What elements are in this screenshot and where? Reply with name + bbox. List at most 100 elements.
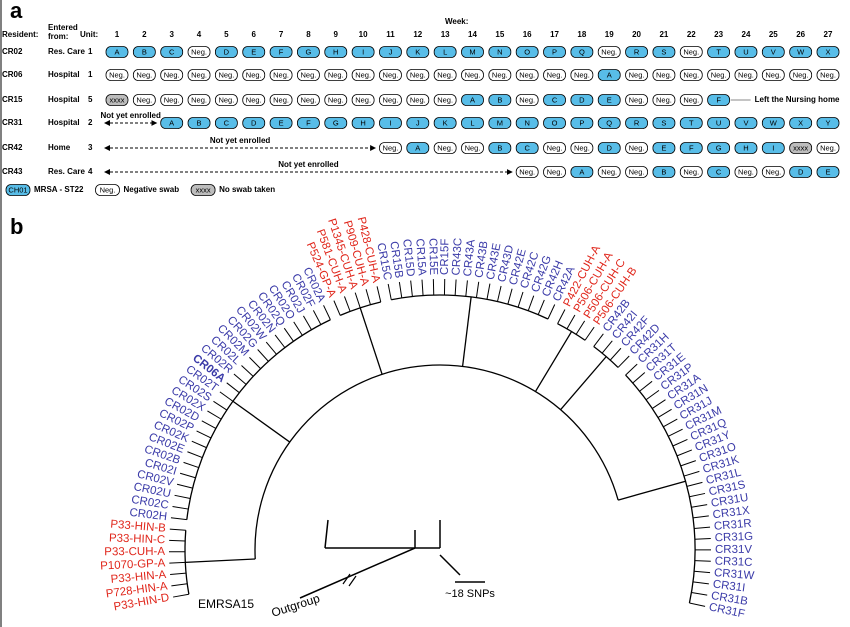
leaf-branch bbox=[676, 449, 693, 457]
swab-label: Neg. bbox=[437, 70, 453, 79]
swab-label: Neg. bbox=[246, 95, 262, 104]
leaf-branch bbox=[601, 340, 613, 354]
swab-label: M bbox=[469, 47, 475, 56]
swab-result bbox=[515, 94, 539, 106]
swab-label: O bbox=[524, 47, 530, 56]
leaf-branch bbox=[219, 391, 234, 402]
leaf-branch bbox=[293, 321, 303, 336]
swab-result bbox=[734, 46, 758, 58]
swab-result bbox=[433, 117, 457, 129]
swab-label: Neg. bbox=[109, 70, 125, 79]
swab-result bbox=[461, 94, 484, 106]
leaf-branch bbox=[196, 430, 212, 439]
swab-result bbox=[570, 117, 594, 129]
leaf-branch bbox=[657, 408, 672, 419]
swab-result bbox=[461, 46, 484, 58]
swab-label: Q bbox=[606, 118, 612, 127]
swab-label: E bbox=[607, 95, 612, 104]
resident: CR43 bbox=[2, 167, 23, 176]
swab-result bbox=[625, 117, 648, 129]
swab-result bbox=[597, 117, 621, 129]
swab-label: xxxx bbox=[110, 95, 125, 104]
header: Week: bbox=[445, 17, 468, 26]
week-label: 19 bbox=[605, 30, 614, 39]
swab-label: W bbox=[797, 47, 805, 56]
legend-text: MRSA - ST22 bbox=[34, 185, 84, 194]
swab-label: Neg. bbox=[355, 95, 371, 104]
swab-label: D bbox=[251, 118, 257, 127]
leaf-branch bbox=[486, 283, 491, 300]
leaf-branch bbox=[454, 279, 457, 296]
leaf-branch bbox=[632, 372, 646, 384]
swab-result bbox=[187, 46, 211, 58]
swab-label: Neg. bbox=[683, 70, 699, 79]
swab-label: V bbox=[771, 47, 776, 56]
leaf-branch bbox=[183, 461, 199, 469]
swab-label: Neg. bbox=[328, 95, 344, 104]
leaf-branch bbox=[241, 365, 254, 377]
swab-result bbox=[187, 117, 211, 129]
swab-result bbox=[297, 117, 320, 129]
swab-result bbox=[379, 46, 402, 58]
swab-label: W bbox=[770, 118, 778, 127]
swab-label: K bbox=[415, 47, 420, 56]
swab-result bbox=[105, 46, 129, 58]
week-label: 16 bbox=[523, 30, 532, 39]
swab-result bbox=[543, 117, 566, 129]
swab-result bbox=[160, 94, 184, 106]
outgroup-branch bbox=[299, 520, 461, 599]
swab-result bbox=[679, 94, 703, 106]
swab-result bbox=[789, 117, 813, 129]
legend-symbol: CH01 bbox=[8, 185, 27, 194]
week-label: 23 bbox=[714, 30, 723, 39]
swab-result bbox=[816, 117, 840, 129]
leaf-label: CR15A bbox=[413, 238, 427, 276]
clade-stem bbox=[185, 558, 256, 564]
header: from: bbox=[48, 32, 68, 41]
swab-label: F bbox=[306, 118, 311, 127]
leaf-branch bbox=[283, 327, 294, 342]
swab-result bbox=[679, 69, 703, 81]
swab-label: B bbox=[197, 118, 202, 127]
swab-label: xxxx bbox=[793, 143, 808, 152]
clade-stem bbox=[534, 331, 573, 392]
leaf-label: CR43A bbox=[462, 239, 478, 277]
leaf-branch bbox=[689, 602, 706, 607]
swab-label: Neg. bbox=[629, 95, 645, 104]
swab-label: Neg. bbox=[629, 70, 645, 79]
week-label: 18 bbox=[577, 30, 586, 39]
swab-result bbox=[543, 46, 566, 58]
swab-label: U bbox=[716, 118, 721, 127]
swab-label: Neg. bbox=[519, 95, 535, 104]
leaf-label: CR15E bbox=[426, 238, 439, 276]
swab-label: D bbox=[607, 143, 613, 152]
leaf-branch bbox=[323, 305, 331, 320]
swab-label: F bbox=[689, 143, 694, 152]
swab-label: B bbox=[497, 95, 502, 104]
scale-label: ~18 SNPs bbox=[445, 588, 495, 600]
entered-from: Res. Care bbox=[48, 47, 85, 56]
leaf-branch bbox=[387, 283, 392, 300]
swab-result bbox=[761, 69, 785, 81]
swab-result bbox=[105, 94, 129, 106]
resident: CR06 bbox=[2, 70, 23, 79]
swab-result bbox=[734, 142, 758, 154]
backbone bbox=[254, 364, 619, 560]
leaf-branch bbox=[354, 292, 361, 308]
swab-label: D bbox=[579, 95, 585, 104]
swab-result bbox=[734, 117, 758, 129]
swab-result bbox=[816, 69, 840, 81]
swab-label: Neg. bbox=[273, 95, 289, 104]
leaf-branch bbox=[694, 538, 711, 540]
clade-stem bbox=[359, 307, 383, 375]
swab-label: Neg. bbox=[765, 70, 781, 79]
week-label: 4 bbox=[197, 30, 202, 39]
swab-result bbox=[543, 69, 566, 81]
swab-label: Neg. bbox=[218, 95, 234, 104]
swab-label: E bbox=[279, 118, 284, 127]
swab-label: Neg. bbox=[492, 70, 508, 79]
legend-text: No swab taken bbox=[219, 185, 275, 194]
swab-result bbox=[789, 69, 813, 81]
swab-label: E bbox=[251, 47, 256, 56]
swab-result bbox=[406, 94, 430, 106]
